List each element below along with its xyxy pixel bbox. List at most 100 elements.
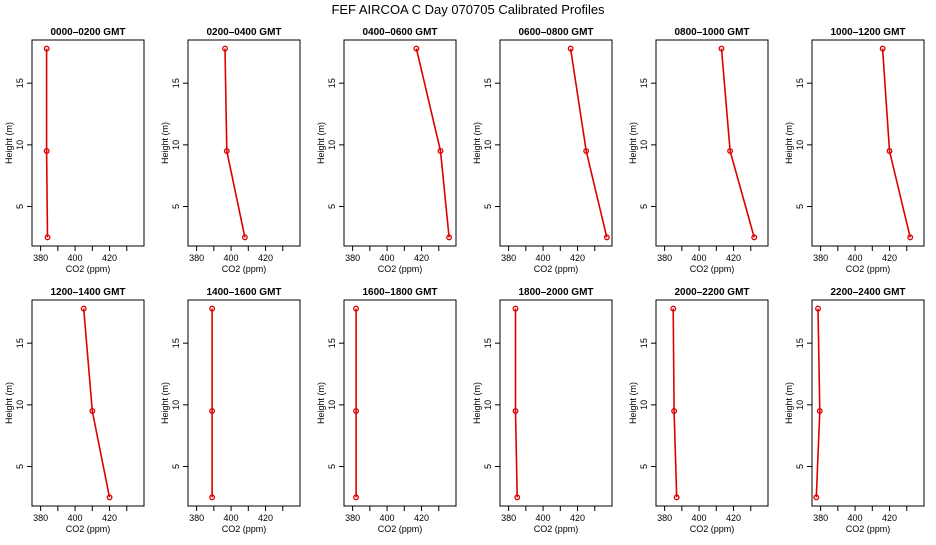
x-tick-label: 380	[501, 253, 516, 263]
data-point	[43, 45, 50, 52]
panel-title: 0600–0800 GMT	[518, 27, 593, 38]
y-tick-label: 15	[327, 338, 337, 348]
x-tick-label: 380	[501, 513, 516, 523]
data-point	[815, 305, 821, 312]
plot-frame	[811, 299, 925, 507]
x-axis-label: CO2 (ppm)	[378, 264, 423, 274]
profile-line	[881, 48, 911, 238]
y-tick-label: 15	[483, 78, 493, 88]
y-tick-label: 5	[483, 204, 493, 209]
y-axis-label: Height (m)	[160, 382, 170, 424]
y-axis-label: Height (m)	[628, 382, 638, 424]
data-point	[89, 408, 96, 414]
plot-frame	[499, 299, 613, 507]
panel-title: 2000–2200 GMT	[674, 287, 749, 298]
y-axis-label: Height (m)	[784, 382, 794, 424]
data-point	[223, 148, 230, 154]
y-tick-label: 10	[327, 400, 337, 410]
x-axis-label: CO2 (ppm)	[846, 524, 891, 534]
x-tick-label: 400	[692, 253, 707, 263]
y-tick-label: 15	[795, 78, 805, 88]
panel-title: 2200–2400 GMT	[830, 287, 905, 298]
y-tick-label: 5	[327, 204, 337, 209]
plot-frame	[31, 299, 145, 507]
data-point	[437, 148, 444, 154]
x-axis-label: CO2 (ppm)	[690, 524, 735, 534]
y-tick-label: 15	[483, 338, 493, 348]
x-tick-label: 400	[68, 513, 83, 523]
x-axis-label: CO2 (ppm)	[534, 264, 579, 274]
x-tick-label: 420	[258, 253, 273, 263]
plot-frame	[811, 39, 925, 247]
y-tick-label: 10	[483, 400, 493, 410]
x-tick-label: 400	[536, 253, 551, 263]
panel-title: 1600–1800 GMT	[362, 287, 437, 298]
profile-line	[415, 48, 450, 238]
x-axis-label: CO2 (ppm)	[66, 264, 111, 274]
x-tick-label: 420	[726, 253, 741, 263]
profile-line	[514, 308, 518, 498]
plot-frame	[187, 39, 301, 247]
x-tick-label: 380	[345, 513, 360, 523]
x-tick-label: 380	[33, 253, 48, 263]
y-tick-label: 5	[795, 464, 805, 469]
data-point	[43, 148, 50, 154]
x-tick-label: 420	[414, 253, 429, 263]
x-axis-label: CO2 (ppm)	[534, 524, 579, 534]
x-tick-label: 380	[189, 253, 204, 263]
x-tick-label: 400	[848, 253, 863, 263]
y-tick-label: 10	[327, 140, 337, 150]
profile-line	[720, 48, 755, 238]
profile-line	[224, 48, 246, 238]
panel-title: 1000–1200 GMT	[830, 27, 905, 38]
x-tick-label: 380	[813, 513, 828, 523]
x-tick-label: 400	[68, 253, 83, 263]
y-tick-label: 5	[171, 464, 181, 469]
panel-title: 1400–1600 GMT	[206, 287, 281, 298]
data-point	[106, 494, 113, 501]
x-tick-label: 400	[380, 253, 395, 263]
y-axis-label: Height (m)	[472, 382, 482, 424]
y-tick-label: 10	[483, 140, 493, 150]
x-tick-label: 400	[380, 513, 395, 523]
x-axis-label: CO2 (ppm)	[846, 264, 891, 274]
panel-title: 1800–2000 GMT	[518, 287, 593, 298]
x-tick-label: 420	[726, 513, 741, 523]
profile-line	[672, 308, 678, 498]
x-tick-label: 380	[189, 513, 204, 523]
y-axis-label: Height (m)	[4, 382, 14, 424]
plot-frame	[655, 299, 769, 507]
data-point	[886, 148, 893, 154]
y-tick-label: 10	[795, 400, 805, 410]
x-tick-label: 420	[882, 513, 897, 523]
x-axis-label: CO2 (ppm)	[378, 524, 423, 534]
data-point	[879, 45, 886, 52]
panel-title: 1200–1400 GMT	[50, 287, 125, 298]
data-point	[718, 45, 725, 52]
y-tick-label: 15	[171, 78, 181, 88]
x-tick-label: 420	[570, 253, 585, 263]
y-tick-label: 15	[795, 338, 805, 348]
x-tick-label: 380	[813, 253, 828, 263]
panel-title: 0200–0400 GMT	[206, 27, 281, 38]
plot-frame	[343, 39, 457, 247]
data-point	[670, 305, 677, 312]
data-point	[209, 408, 216, 414]
data-point	[512, 408, 519, 414]
data-point	[222, 45, 228, 52]
data-point	[603, 234, 610, 241]
y-tick-label: 10	[171, 140, 181, 150]
y-tick-label: 15	[327, 78, 337, 88]
y-axis-label: Height (m)	[4, 122, 14, 164]
profile-line	[815, 308, 821, 498]
y-tick-label: 10	[15, 140, 25, 150]
y-tick-label: 5	[795, 204, 805, 209]
profile-line	[45, 48, 49, 238]
